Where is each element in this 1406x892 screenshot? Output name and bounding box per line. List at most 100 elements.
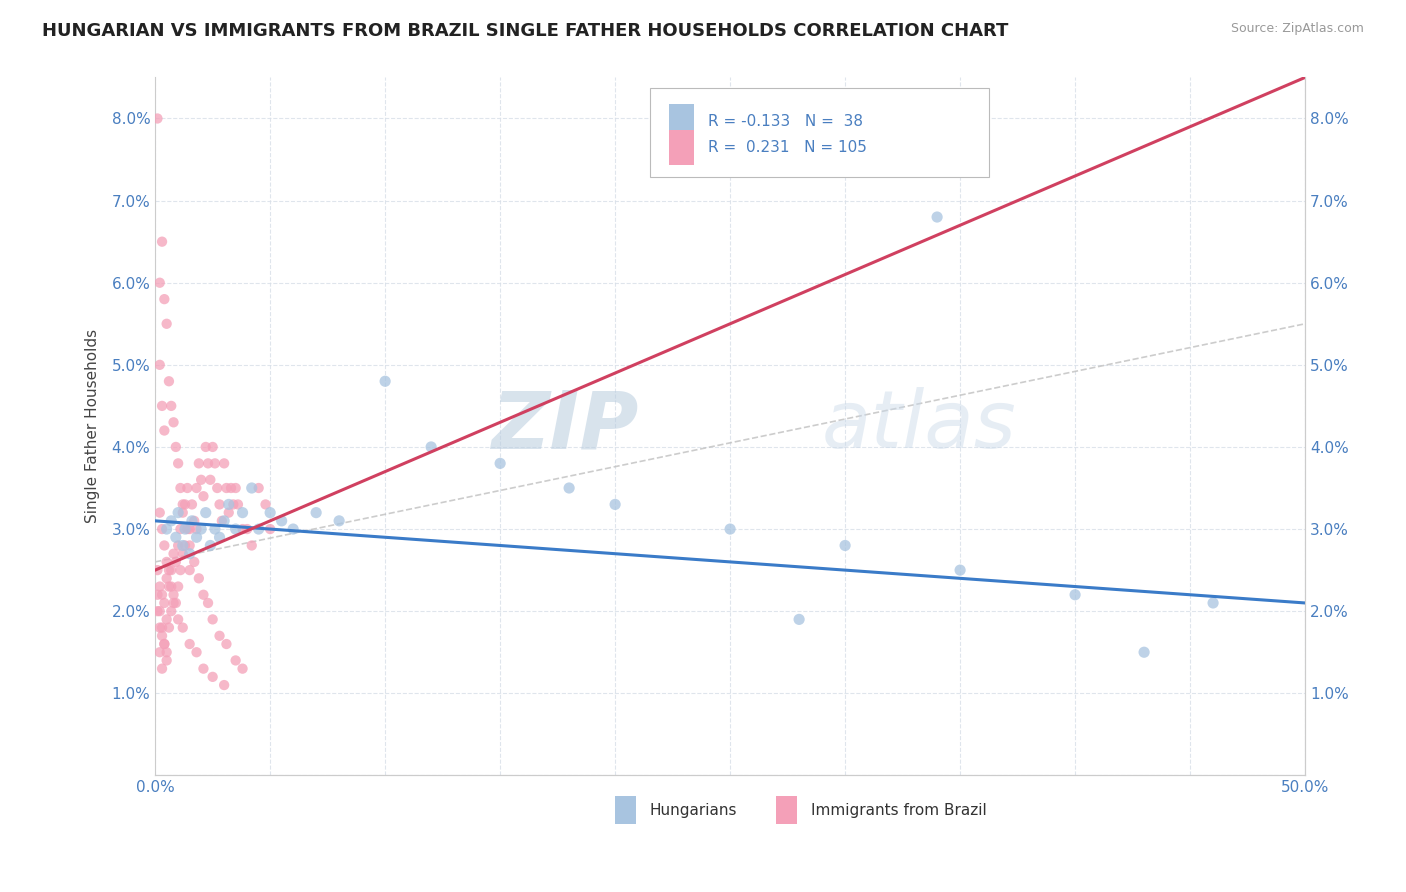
Point [156,612,179,626]
Point [212,678,235,692]
Point [153,596,176,610]
Point [162,415,184,429]
Point [172,621,194,635]
Point [157,580,180,594]
Point [162,596,184,610]
Point [558,481,581,495]
Point [156,653,179,667]
Point [157,621,180,635]
Point [160,399,183,413]
Point [169,563,191,577]
Point [167,580,190,594]
Point [190,473,212,487]
Point [149,645,172,659]
Point [1133,645,1156,659]
Point [718,522,741,536]
Point [193,662,215,676]
Point [179,547,201,561]
Point [160,580,183,594]
Point [149,358,172,372]
Text: ZIP: ZIP [491,387,638,466]
Point [194,440,217,454]
Point [232,662,254,676]
Point [193,489,215,503]
Bar [669,130,695,165]
Point [181,498,204,512]
Point [200,539,222,553]
Bar [669,104,695,139]
Point [197,456,219,470]
Point [157,374,180,388]
Point [153,292,176,306]
Point [186,522,208,536]
Point [149,604,172,618]
Point [150,399,173,413]
Point [169,522,191,536]
Point [225,481,247,495]
Point [186,645,208,659]
Point [247,481,270,495]
Point [212,514,235,528]
Point [160,563,183,577]
Point [150,235,173,249]
Point [183,555,205,569]
Bar [776,797,797,824]
Point [150,662,173,676]
Point [208,530,231,544]
Text: Source: ZipAtlas.com: Source: ZipAtlas.com [1230,22,1364,36]
Point [165,555,187,569]
Point [603,498,626,512]
Point [927,210,949,224]
Point [211,514,233,528]
Point [186,530,208,544]
Point [201,440,224,454]
Point [150,522,173,536]
Point [232,506,254,520]
Point [153,637,176,651]
Text: R = -0.133   N =  38: R = -0.133 N = 38 [709,114,863,129]
Point [190,522,212,536]
Point [156,571,179,585]
Point [218,506,240,520]
Point [201,670,224,684]
Point [146,563,169,577]
Point [204,456,226,470]
Point [232,522,254,536]
Y-axis label: Single Father Households: Single Father Households [86,329,100,524]
Point [179,563,201,577]
Point [172,539,194,553]
Point [149,621,172,635]
Point [207,481,229,495]
Point [150,629,173,643]
Point [156,555,179,569]
Point [226,498,249,512]
Point [208,498,231,512]
Point [1202,596,1225,610]
Point [179,637,201,651]
Point [172,506,194,520]
Text: atlas: atlas [823,387,1017,466]
Point [167,456,190,470]
Point [157,563,180,577]
Point [787,612,810,626]
Text: Immigrants from Brazil: Immigrants from Brazil [811,803,987,818]
Point [160,514,183,528]
Point [149,580,172,594]
Point [172,498,194,512]
Point [187,571,209,585]
Point [259,522,281,536]
Point [247,522,270,536]
Point [215,637,238,651]
Point [174,539,197,553]
Point [193,588,215,602]
Point [236,522,259,536]
Point [150,621,173,635]
Point [218,498,240,512]
Point [172,547,194,561]
Point [240,539,263,553]
Point [281,522,304,536]
Point [200,473,222,487]
Point [328,514,350,528]
Point [225,522,247,536]
Point [167,539,190,553]
